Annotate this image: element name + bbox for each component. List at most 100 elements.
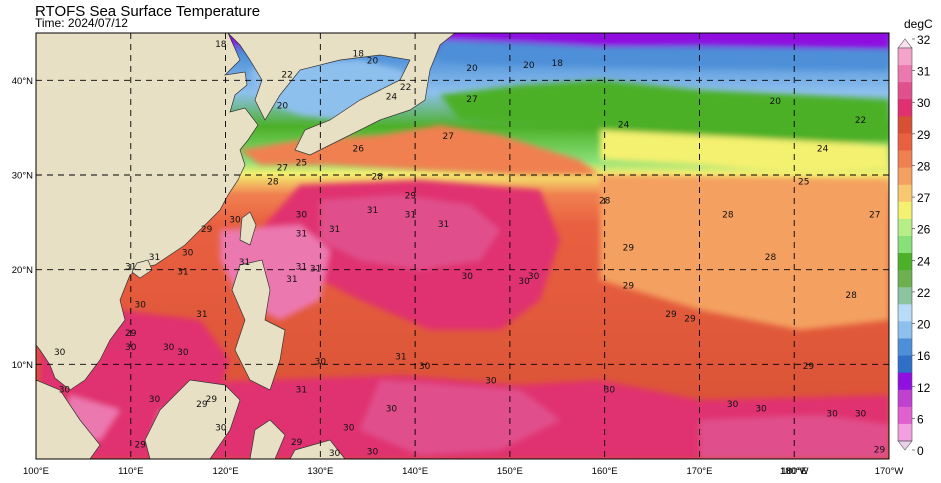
- colorbar-swatch: [898, 270, 912, 288]
- contour-label: 31: [149, 253, 160, 263]
- contour-label: 30: [125, 343, 137, 353]
- contour-label: 30: [177, 348, 189, 358]
- contour-label: 29: [803, 362, 815, 372]
- contour-label: 27: [277, 163, 288, 173]
- colorbar-level-label: 24: [917, 254, 931, 268]
- contour-label: 24: [618, 121, 630, 131]
- colorbar-level-label: 29: [917, 128, 931, 142]
- contour-label: 30: [229, 215, 241, 225]
- contour-label: 30: [329, 449, 341, 459]
- sulawesi-land: [249, 419, 286, 459]
- contour-label: 29: [196, 400, 208, 410]
- colorbar-level-label: 6: [917, 412, 924, 426]
- colorbar-swatch: [898, 338, 912, 357]
- colorbar-swatch: [898, 235, 912, 254]
- contour-label: 30: [419, 362, 431, 372]
- contour-label: 25: [798, 177, 809, 187]
- longitude-tick-labels: 100°E 110°E 120°E 130°E 140°E 150°E 160°E 170°E…: [23, 466, 903, 477]
- contour-label: 31: [177, 267, 188, 277]
- land-masses: [36, 33, 456, 459]
- contour-label: 29: [623, 282, 635, 292]
- contour-label: 29: [665, 310, 677, 320]
- longitude-tick-label: 180°W: [780, 466, 809, 477]
- contour-label: 30: [182, 248, 194, 258]
- latitude-tick-labels: 10°N 20°N 30°N 40°N: [12, 76, 33, 371]
- contour-label: 27: [466, 95, 477, 105]
- contour-label: 30: [485, 376, 497, 386]
- colorbar-swatch: [898, 116, 912, 134]
- contour-label: 31: [395, 353, 406, 363]
- contour-label: 29: [405, 192, 417, 202]
- contour-label: 29: [125, 329, 137, 339]
- colorbar-min-arrow: [897, 440, 913, 451]
- longitude-tick-label: 170°E: [686, 466, 712, 477]
- graticule: [36, 33, 889, 459]
- map-frame: [35, 32, 890, 460]
- contour-label: 30: [826, 409, 838, 419]
- contour-label: 30: [727, 400, 739, 410]
- latitude-tick-label: 30°N: [12, 171, 33, 182]
- map-subtitle: Time: 2024/07/12: [35, 16, 128, 30]
- contour-label: 18: [552, 59, 564, 69]
- colorbar-level-label: 20: [917, 318, 931, 332]
- colorbar-swatch: [898, 201, 912, 220]
- longitude-tick-label: 170°W: [875, 466, 904, 477]
- longitude-tick-label: 130°E: [307, 466, 333, 477]
- contour-label: 30: [462, 272, 474, 282]
- contour-label: 29: [291, 438, 303, 448]
- latitude-tick-label: 40°N: [12, 76, 33, 87]
- philippines-land: [231, 259, 286, 391]
- colorbar-swatch: [898, 372, 912, 391]
- colorbar-level-label: 0: [917, 444, 924, 458]
- colorbar-level-label: 32: [917, 33, 931, 47]
- colorbar: 0 6 12 16 20 22 24 26 27 28 29 30 31 32: [897, 33, 931, 458]
- borneo-land: [144, 379, 241, 459]
- asia-mainland: [36, 33, 259, 391]
- contour-label: 27: [869, 211, 880, 221]
- colorbar-swatch: [898, 48, 912, 66]
- contour-label: 30: [755, 405, 767, 415]
- contour-label: 25: [296, 159, 307, 169]
- contour-label: 30: [855, 409, 867, 419]
- contour-label: 31: [405, 211, 416, 221]
- contour-label: 18: [353, 50, 365, 60]
- contour-label: 29: [206, 395, 218, 405]
- korea-japan-land: [227, 33, 456, 156]
- contour-label: 20: [466, 64, 478, 74]
- longitude-tick-label: 120°E: [213, 466, 239, 477]
- contour-label: 30: [528, 272, 540, 282]
- contour-label: 30: [149, 395, 161, 405]
- contour-label: 28: [599, 196, 611, 206]
- colorbar-outline: [897, 47, 913, 442]
- colorbar-swatch: [898, 423, 912, 442]
- contour-label: 31: [310, 265, 321, 275]
- hainan-island: [131, 259, 153, 279]
- contour-label: 20: [770, 97, 782, 107]
- contour-label: 30: [343, 424, 355, 434]
- colorbar-swatch: [898, 321, 912, 339]
- colorbar-unit-label: degC: [904, 17, 933, 31]
- contour-label: 31: [239, 258, 250, 268]
- contour-label: 29: [201, 225, 213, 235]
- contour-label: 31: [296, 263, 307, 273]
- contour-label: 31: [329, 225, 340, 235]
- colorbar-level-label: 28: [917, 159, 931, 173]
- contour-label: 30: [386, 405, 398, 415]
- contour-label: 31: [367, 206, 378, 216]
- colorbar-swatch: [898, 355, 912, 374]
- contour-label: 22: [855, 116, 866, 126]
- colorbar-swatch: [898, 218, 912, 237]
- colorbar-swatch: [898, 406, 912, 425]
- contour-label: 24: [817, 144, 829, 154]
- contour-label: 29: [684, 315, 696, 325]
- contour-label: 22: [281, 70, 292, 80]
- contour-label: 22: [400, 83, 411, 93]
- colorbar-level-label: 16: [917, 349, 931, 363]
- longitude-tick-label: 110°E: [118, 466, 143, 477]
- colorbar-swatch: [898, 253, 912, 271]
- colorbar-swatch: [898, 150, 912, 169]
- contour-label: 28: [722, 211, 734, 221]
- contour-label: 31: [125, 263, 136, 273]
- sst-patches: [36, 33, 889, 459]
